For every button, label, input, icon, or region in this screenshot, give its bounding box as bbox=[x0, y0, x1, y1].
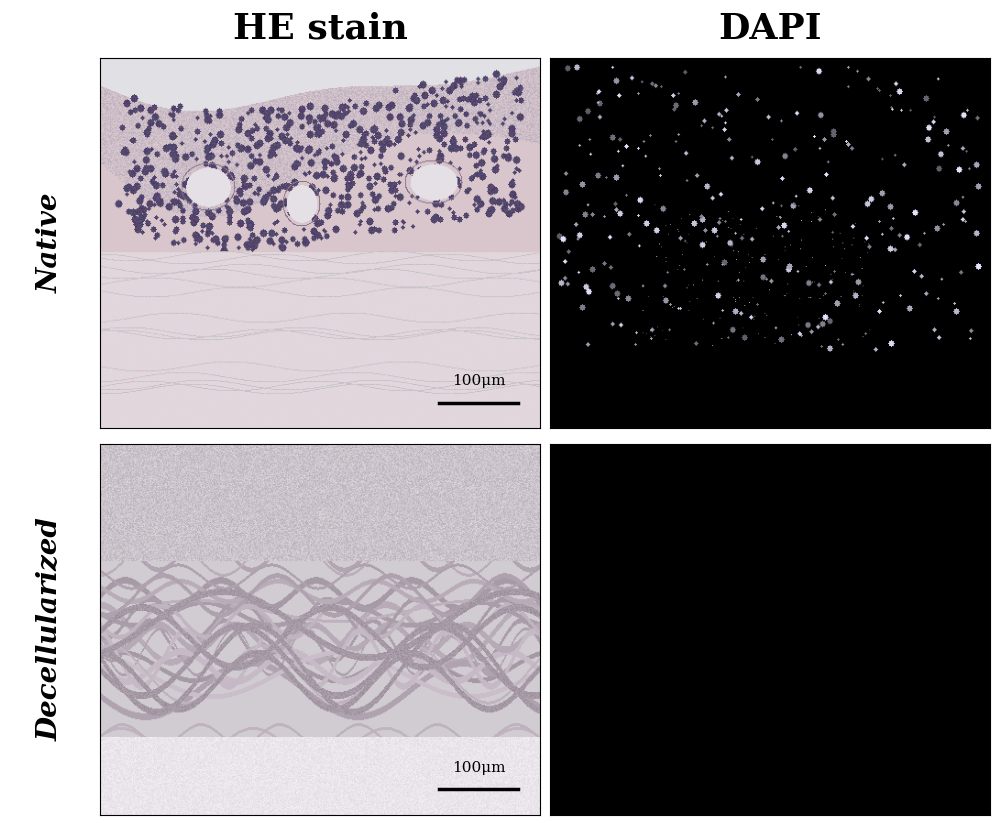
Text: DAPI: DAPI bbox=[718, 12, 822, 46]
Text: HE stain: HE stain bbox=[233, 12, 407, 46]
Text: Native: Native bbox=[36, 193, 64, 293]
Text: 100μm: 100μm bbox=[452, 760, 506, 774]
Text: Decellularized: Decellularized bbox=[36, 518, 64, 742]
Text: 100μm: 100μm bbox=[452, 374, 506, 388]
